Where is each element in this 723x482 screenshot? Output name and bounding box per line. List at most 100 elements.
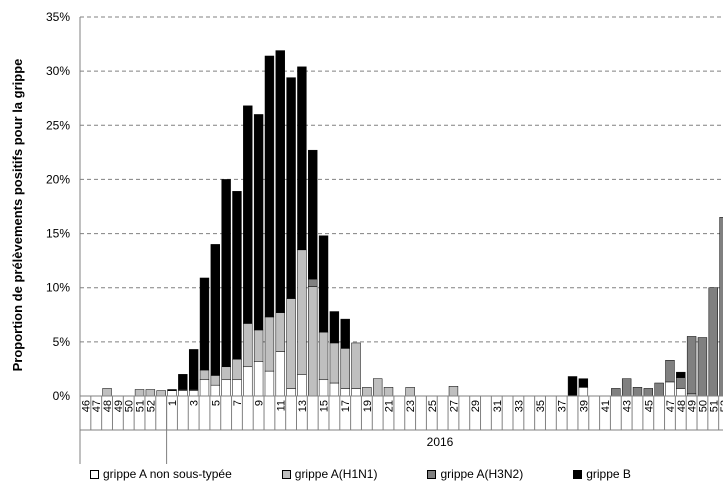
- bar-segment: [676, 371, 686, 378]
- bar-segment: [676, 377, 686, 389]
- bar-segment: [308, 149, 318, 280]
- legend-swatch: [427, 469, 437, 479]
- bar-segment: [264, 316, 275, 372]
- bar-segment: [383, 387, 394, 397]
- bar-segment: [275, 50, 285, 313]
- y-axis-label: Proportion de prélèvements positifs pour…: [10, 59, 25, 372]
- bar-segment: [199, 379, 210, 397]
- bar-segment: [567, 376, 578, 397]
- x-tick-label: 15: [319, 400, 331, 412]
- bar-segment: [578, 387, 589, 397]
- bar-segment: [188, 349, 199, 390]
- axes: [79, 17, 723, 464]
- bar-segment: [362, 387, 372, 397]
- bar-segment: [405, 387, 415, 397]
- x-tick-label: 1: [167, 400, 179, 406]
- y-tick-label: 5%: [53, 335, 71, 349]
- bar-segment: [676, 388, 686, 397]
- bar-segment: [621, 378, 632, 397]
- bar-segment: [286, 77, 296, 299]
- bar-segment: [611, 388, 621, 397]
- bar-segment: [297, 66, 307, 251]
- x-tick-label: 47: [665, 400, 677, 412]
- bar-segment: [340, 318, 350, 349]
- x-tick-label: 49: [113, 400, 125, 412]
- x-tick-label: 33: [513, 400, 525, 412]
- bar-segment: [210, 375, 220, 386]
- x-tick-label: 45: [643, 400, 655, 412]
- bar-segment: [329, 311, 340, 344]
- bar-segment: [318, 379, 329, 397]
- y-tick-label: 15%: [46, 227, 70, 241]
- bar-segment: [665, 360, 675, 383]
- x-tick-label: 46: [80, 400, 92, 412]
- x-tick-label: 51: [708, 400, 720, 412]
- x-tick-label: 29: [470, 400, 482, 412]
- x-tick-label: 7: [232, 400, 244, 406]
- x-tick-label: 47: [91, 400, 103, 412]
- bar-segment: [199, 277, 210, 371]
- year-label: 2016: [427, 435, 454, 449]
- bar-segment: [102, 388, 112, 397]
- x-tick-label: 31: [492, 400, 504, 412]
- y-tick-label: 25%: [46, 118, 70, 132]
- x-tick-label: 41: [600, 400, 612, 412]
- bar-segment: [719, 217, 723, 397]
- x-tick-label: 52: [719, 400, 723, 412]
- x-tick-label: 50: [697, 400, 709, 412]
- bar-segment: [340, 388, 350, 397]
- bar-segment: [372, 378, 383, 397]
- bar-segment: [232, 379, 242, 397]
- bar-segment: [318, 235, 329, 333]
- x-tick-label: 37: [557, 400, 569, 412]
- legend-label: grippe A non sous-typée: [103, 467, 232, 481]
- bar-segment: [448, 386, 459, 397]
- y-tick-label: 0%: [53, 389, 71, 403]
- x-tick-label: 21: [384, 400, 396, 412]
- x-tick-label: 25: [427, 400, 439, 412]
- bar-segment: [578, 378, 589, 388]
- x-tick-label: 13: [297, 400, 309, 412]
- bar-segment: [286, 298, 296, 389]
- bars: [102, 50, 723, 397]
- bar-segment: [308, 278, 318, 287]
- bar-segment: [264, 55, 275, 318]
- legend-label: grippe B: [586, 467, 631, 481]
- bar-segment: [199, 369, 210, 381]
- x-tick-label: 17: [340, 400, 352, 412]
- legend-swatch: [90, 469, 99, 479]
- bar-segment: [329, 382, 340, 397]
- legend-label: grippe A(H3N2): [440, 467, 524, 481]
- bar-segment: [253, 329, 264, 362]
- bar-segment: [340, 348, 350, 389]
- bar-segment: [351, 342, 361, 389]
- legend-swatch: [573, 469, 583, 479]
- bar-segment: [221, 366, 231, 381]
- legend-label: grippe A(H1N1): [294, 467, 378, 481]
- bar-segment: [253, 114, 264, 331]
- y-tick-label: 35%: [46, 10, 70, 24]
- bar-segment: [308, 286, 318, 397]
- legend-item: grippe A non sous-typée: [90, 466, 232, 482]
- bar-segment: [178, 390, 188, 397]
- x-tick-label: 27: [448, 400, 460, 412]
- x-tick-label: 19: [362, 400, 374, 412]
- bar-segment: [210, 384, 220, 397]
- bar-segment: [232, 358, 242, 381]
- x-tick-label: 11: [275, 400, 287, 411]
- bar-segment: [318, 331, 329, 381]
- legend-item: grippe B: [573, 466, 631, 482]
- y-axis-ticks: 0% 5% 10% 15% 20% 25% 30% 35%: [46, 10, 70, 403]
- bar-segment: [697, 337, 708, 397]
- legend-swatch: [281, 469, 291, 479]
- bar-segment: [632, 387, 643, 397]
- x-tick-label: 48: [676, 400, 688, 412]
- bar-segment: [134, 389, 145, 397]
- x-tick-label: 3: [189, 400, 201, 406]
- bar-segment: [686, 336, 697, 395]
- bar-segment: [243, 105, 253, 324]
- bar-segment: [253, 361, 264, 397]
- bar-segment: [286, 388, 296, 397]
- bar-segment: [275, 351, 285, 397]
